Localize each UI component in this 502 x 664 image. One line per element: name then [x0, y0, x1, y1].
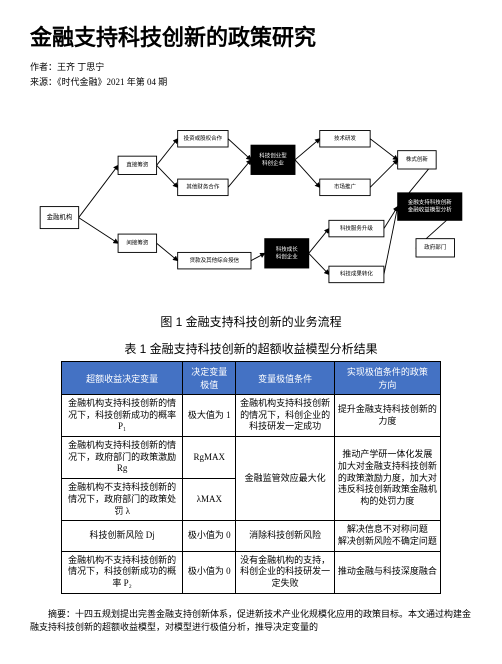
table-cell: 科技创新风险 Dj	[62, 521, 183, 551]
table-cell: 金融机构不支持科技创新的情况下，科技创新成功的概率 P₂	[62, 551, 183, 593]
svg-text:市场推广: 市场推广	[334, 183, 357, 191]
table-cell: 解决信息不对称问题解决创新风险不确定问题	[334, 521, 440, 551]
flowchart-svg: 金融机构直接筹资间接筹资投资或股权合作其他财务合作贷款及其他综合授信科技创业型科…	[31, 102, 471, 302]
table-cell: 推动产学研一体化发展加大对金融支持科技创新的政策激励力度，加大对违反科技创新政策…	[334, 437, 440, 521]
flowchart-figure: 金融机构直接筹资间接筹资投资或股权合作其他财务合作贷款及其他综合授信科技创业型科…	[30, 102, 472, 307]
table-caption: 表 1 金融支持科技创新的超额收益模型分析结果	[30, 340, 472, 357]
table-cell: 金融机构不支持科技创新的情况下，政府部门的政策处罚 λ	[62, 479, 183, 521]
svg-text:株式创新: 株式创新	[406, 155, 429, 163]
svg-text:科技成长: 科技成长	[276, 245, 299, 253]
svg-text:间接筹资: 间接筹资	[126, 239, 149, 247]
table-cell: 金融机构支持科技创新的情况下，政府部门的政策激励 Rg	[62, 437, 183, 479]
table-header: 超额收益决定变量	[62, 362, 183, 395]
table-cell: 没有金融机构的支持，科创企业的科技研发一定失败	[236, 551, 335, 593]
svg-text:科技服务升级: 科技服务升级	[340, 224, 374, 232]
svg-text:其他财务合作: 其他财务合作	[186, 183, 220, 191]
table-cell: 推动金融与科技深度融合	[334, 551, 440, 593]
svg-text:金融支持科技创新: 金融支持科技创新	[408, 198, 453, 206]
table-header: 实现极值条件的政策方向	[334, 362, 440, 395]
svg-text:金融收益模型分析: 金融收益模型分析	[408, 206, 453, 214]
table-cell: λMAX	[183, 479, 236, 521]
svg-text:直接筹资: 直接筹资	[126, 161, 149, 169]
table-cell: 极小值为 0	[183, 551, 236, 593]
table-cell: 极大值为 1	[183, 395, 236, 437]
table-header: 变量极值条件	[236, 362, 335, 395]
svg-text:技术研发: 技术研发	[334, 134, 357, 142]
table-cell: 极小值为 0	[183, 521, 236, 551]
table-cell: 金融监管效应最大化	[236, 437, 335, 521]
svg-text:金融机构: 金融机构	[47, 212, 73, 221]
svg-text:科技成果转化: 科技成果转化	[340, 270, 374, 278]
svg-text:科技创业型: 科技创业型	[259, 151, 287, 159]
table-header: 决定变量极值	[183, 362, 236, 395]
table-cell: 提升金融支持科技创新的力度	[334, 395, 440, 437]
svg-text:科创企业: 科创企业	[262, 159, 285, 167]
svg-text:政府部门: 政府部门	[424, 243, 446, 251]
table-cell: 消除科技创新风险	[236, 521, 335, 551]
table-cell: 金融机构支持科技创新的情况下，科创企业的科技研发一定成功	[236, 395, 335, 437]
table-cell: 金融机构支持科技创新的情况下，科技创新成功的概率 P₁	[62, 395, 183, 437]
abstract-text: 摘要：十四五规划提出完善金融支持创新体系，促进新技术产业化规模化应用的政策目标。…	[30, 608, 472, 635]
svg-text:贷款及其他综合授信: 贷款及其他综合授信	[190, 256, 240, 264]
authors-line: 作者：王齐 丁思宁	[30, 60, 472, 73]
source-line: 来源：《时代金融》2021 年第 04 期	[30, 75, 472, 88]
table-cell: RgMAX	[183, 437, 236, 479]
result-table: 超额收益决定变量决定变量极值变量极值条件实现极值条件的政策方向金融机构支持科技创…	[61, 361, 441, 594]
figure-caption: 图 1 金融支持科技创新的业务流程	[30, 313, 472, 330]
svg-text:科创企业: 科创企业	[276, 252, 299, 260]
svg-text:投资或股权合作: 投资或股权合作	[184, 134, 223, 142]
page-title: 金融支持科技创新的政策研究	[30, 20, 472, 52]
